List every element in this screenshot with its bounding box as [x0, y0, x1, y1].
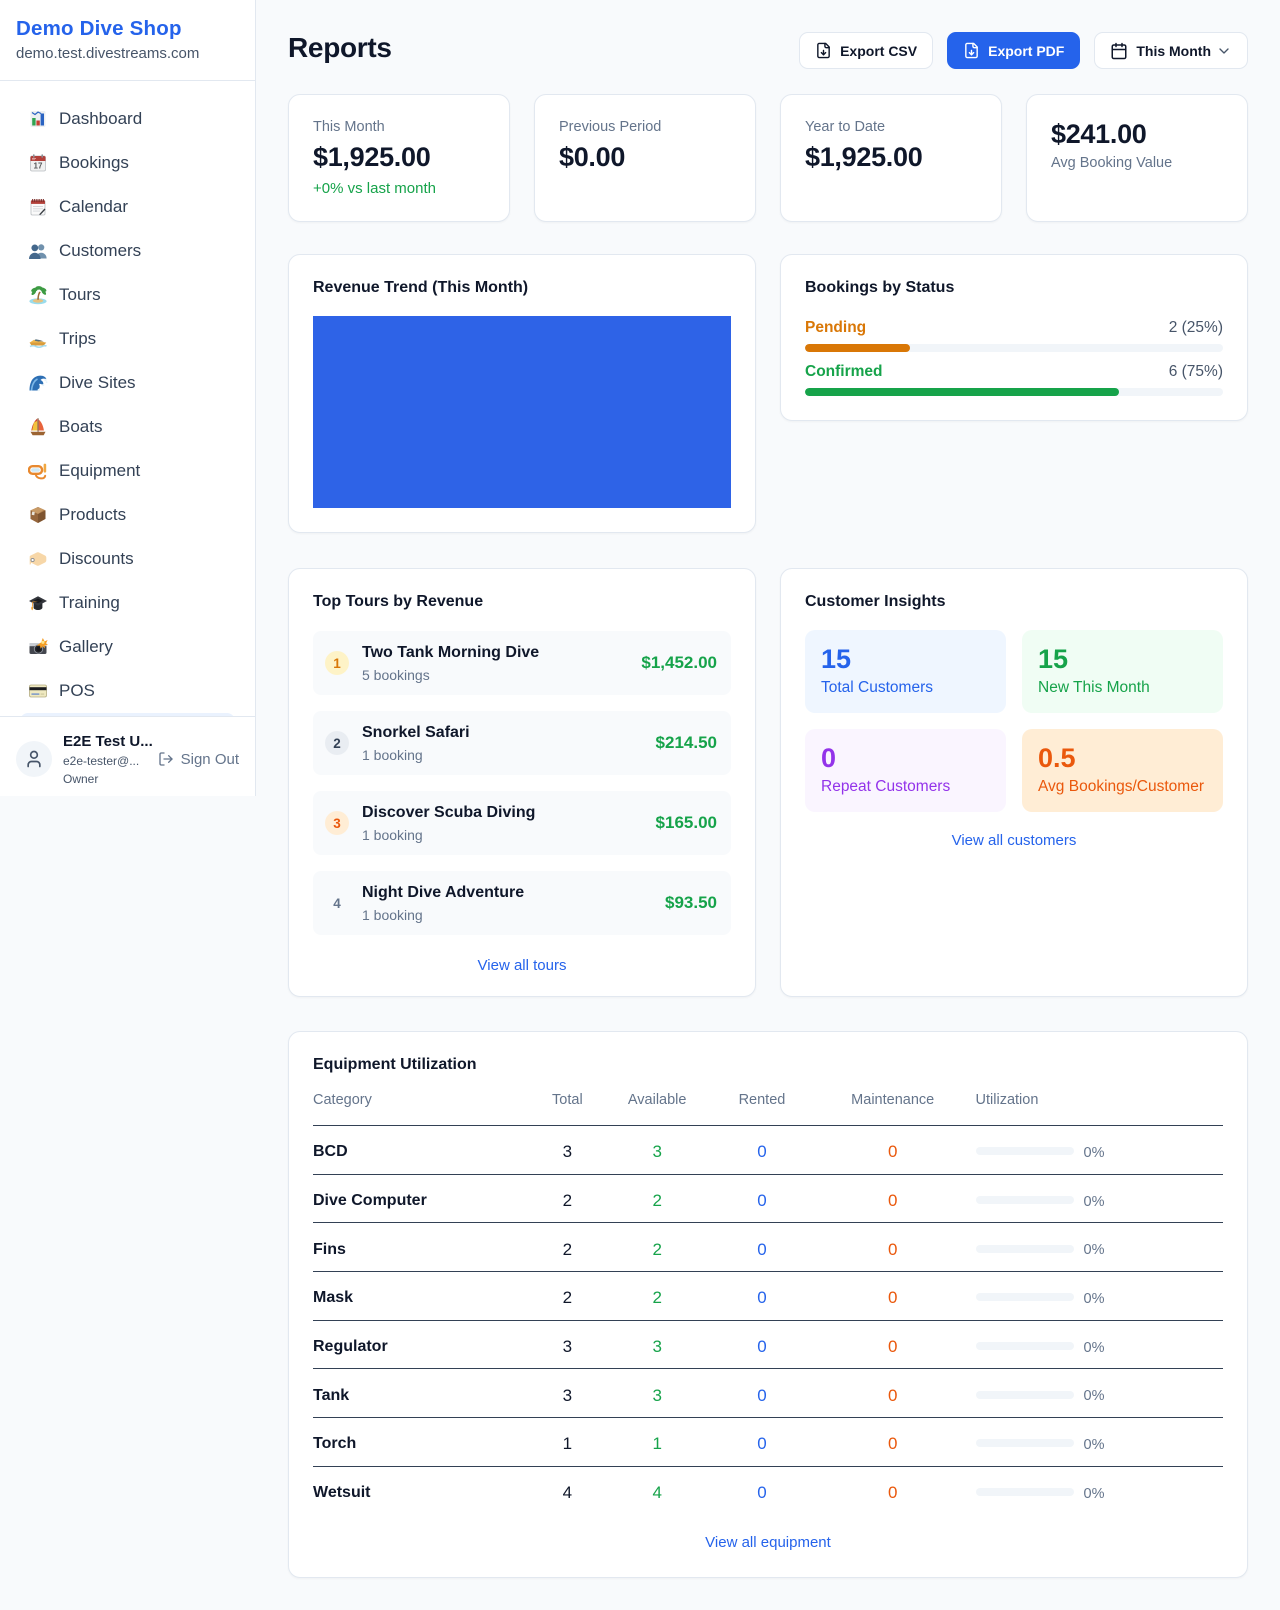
svg-text:17: 17: [34, 162, 43, 171]
